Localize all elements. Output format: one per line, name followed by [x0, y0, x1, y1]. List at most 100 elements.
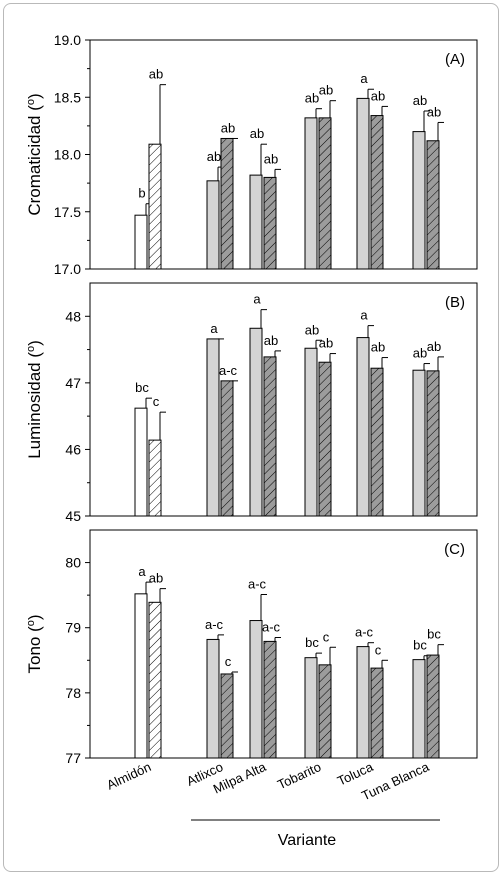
x-tick-label: Tobarito	[275, 759, 323, 792]
significance-letter: a-c	[205, 617, 224, 632]
significance-letter: a-c	[355, 625, 374, 640]
bar	[356, 646, 370, 759]
bar	[426, 140, 440, 270]
significance-letter: c	[375, 642, 382, 657]
y-tick-label: 48	[65, 308, 81, 324]
significance-letter: c	[153, 394, 160, 409]
bar	[206, 180, 220, 270]
significance-letter: a-c	[262, 619, 281, 634]
x-tick-label: Almidón	[104, 759, 153, 792]
y-axis-title-text: Luminosidad (	[25, 352, 44, 459]
significance-letter: ab	[305, 91, 319, 106]
bar	[370, 367, 384, 517]
y-axis-title: Luminosidad (o)	[25, 340, 44, 459]
bar	[318, 664, 332, 759]
y-axis-title-close: )	[25, 93, 44, 99]
bar	[220, 137, 234, 270]
significance-letter: ab	[319, 83, 333, 98]
significance-letter: bc	[135, 380, 149, 395]
significance-letter: bc	[305, 635, 319, 650]
y-axis-title-close: )	[25, 614, 44, 620]
significance-letter: b	[138, 186, 145, 201]
plot-area	[89, 282, 478, 517]
significance-letter: a	[253, 292, 261, 307]
panel-label: (C)	[444, 541, 465, 558]
bar	[426, 654, 440, 759]
y-tick-label: 79	[65, 620, 81, 636]
significance-letter: ab	[264, 151, 278, 166]
y-tick-label: 18.5	[54, 89, 81, 105]
panel-label: (A)	[445, 51, 465, 68]
bar	[412, 131, 426, 270]
y-tick-label: 45	[65, 508, 81, 524]
bar	[263, 176, 277, 270]
bar	[134, 407, 148, 517]
significance-letter: c	[225, 654, 232, 669]
y-axis-title: Cromaticidad (o)	[25, 93, 44, 215]
significance-letter: ab	[305, 322, 319, 337]
y-tick-label: 18.0	[54, 147, 81, 163]
bar	[148, 439, 162, 517]
bar	[412, 659, 426, 759]
significance-letter: a	[360, 71, 368, 86]
significance-letter: ab	[371, 88, 385, 103]
significance-letter: ab	[427, 339, 441, 354]
y-axis-title-unit: o	[25, 346, 37, 352]
significance-letter: bc	[427, 627, 441, 642]
significance-letter: ab	[264, 333, 278, 348]
bar	[148, 601, 162, 759]
y-tick-label: 77	[65, 750, 81, 766]
y-axis-title-unit: o	[25, 99, 37, 105]
bar	[220, 673, 234, 759]
significance-letter: a-c	[219, 363, 238, 378]
bar	[426, 370, 440, 517]
significance-letter: bc	[413, 638, 427, 653]
bar	[370, 667, 384, 759]
bar	[263, 640, 277, 759]
bar	[134, 214, 148, 270]
y-tick-label: 47	[65, 375, 81, 391]
bar	[249, 174, 263, 270]
significance-letter: a-c	[248, 576, 267, 591]
significance-letter: ab	[207, 149, 221, 164]
significance-letter: ab	[427, 104, 441, 119]
y-axis-title-text: Tono (	[25, 626, 44, 674]
bar	[412, 369, 426, 517]
bar	[356, 97, 370, 270]
bar	[356, 337, 370, 517]
bar	[304, 347, 318, 517]
bar	[304, 657, 318, 759]
y-tick-label: 17.5	[54, 204, 81, 220]
y-axis-title-text: Cromaticidad (	[25, 105, 44, 216]
y-axis-title-unit: o	[25, 620, 37, 626]
significance-letter: a	[210, 321, 218, 336]
y-tick-label: 19.0	[54, 32, 81, 48]
bar	[148, 143, 162, 270]
bar	[220, 380, 234, 517]
bar	[263, 356, 277, 517]
plot-area	[89, 529, 478, 759]
significance-letter: ab	[250, 126, 264, 141]
y-tick-label: 78	[65, 685, 81, 701]
y-axis-title-close: )	[25, 340, 44, 346]
panel-label: (B)	[445, 294, 465, 311]
significance-letter: a	[138, 564, 146, 579]
bar	[134, 593, 148, 759]
panel-1: 17.0 17.5 18.0 18.5 19.0 Cromaticidad (o) (A) b…	[25, 32, 478, 277]
significance-letter: ab	[413, 346, 427, 361]
bar	[206, 638, 220, 759]
bar	[370, 115, 384, 270]
significance-letter: ab	[371, 340, 385, 355]
significance-letter: ab	[149, 67, 163, 82]
significance-letter: a	[360, 308, 368, 323]
significance-letter: ab	[319, 336, 333, 351]
significance-letter: ab	[149, 571, 163, 586]
bar	[249, 620, 263, 759]
significance-letter: c	[323, 629, 330, 644]
bar	[249, 327, 263, 517]
y-tick-label: 17.0	[54, 261, 81, 277]
bar	[304, 117, 318, 270]
